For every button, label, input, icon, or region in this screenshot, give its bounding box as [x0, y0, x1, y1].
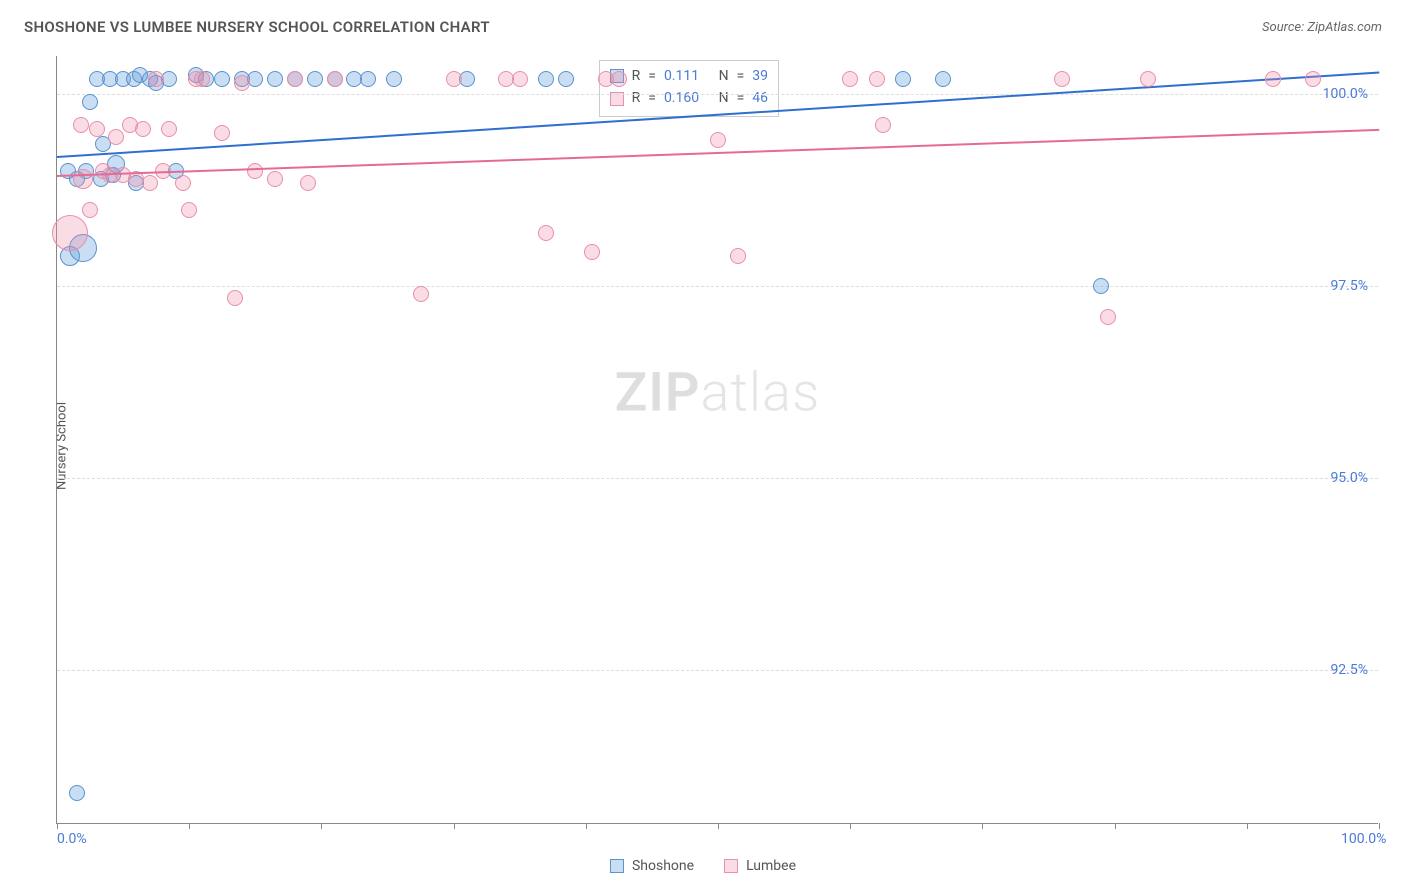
scatter-point — [307, 71, 323, 87]
x-tick — [982, 823, 983, 829]
n-label: N — [719, 87, 729, 109]
gridline — [57, 670, 1378, 671]
scatter-point — [1140, 71, 1156, 87]
legend-swatch-lumbee — [724, 859, 738, 873]
r-label: R — [632, 65, 641, 87]
n-value-lumbee: 46 — [752, 87, 768, 109]
scatter-point — [611, 71, 627, 87]
scatter-point — [386, 71, 402, 87]
scatter-point — [227, 290, 243, 306]
plot-area: ZIPatlas R = 0.111 N = 39 R = 0.160 N = — [56, 56, 1378, 824]
scatter-point — [875, 117, 891, 133]
scatter-point — [108, 129, 124, 145]
x-tick — [454, 823, 455, 829]
scatter-point — [89, 121, 105, 137]
scatter-point — [584, 244, 600, 260]
scatter-point — [247, 163, 263, 179]
scatter-point — [73, 169, 93, 189]
chart-container: SHOSHONE VS LUMBEE NURSERY SCHOOL CORREL… — [0, 0, 1406, 892]
correlation-stats-box: R = 0.111 N = 39 R = 0.160 N = 46 — [599, 60, 779, 117]
eq: = — [648, 65, 656, 87]
scatter-point — [1305, 71, 1321, 87]
watermark-bold: ZIP — [615, 362, 701, 425]
r-label: R — [632, 87, 641, 109]
scatter-point — [1100, 309, 1116, 325]
scatter-point — [82, 94, 98, 110]
scatter-point — [558, 71, 574, 87]
scatter-point — [214, 125, 230, 141]
y-tick-label: 100.0% — [1323, 86, 1368, 102]
eq: = — [737, 65, 745, 87]
x-tick — [1247, 823, 1248, 829]
source-attribution: Source: ZipAtlas.com — [1262, 20, 1382, 35]
scatter-point — [214, 71, 230, 87]
scatter-point — [446, 71, 462, 87]
gridline — [57, 478, 1378, 479]
scatter-point — [161, 121, 177, 137]
x-tick — [1115, 823, 1116, 829]
scatter-point — [181, 202, 197, 218]
legend: Shoshone Lumbee — [610, 858, 796, 874]
scatter-point — [935, 71, 951, 87]
scatter-point — [135, 121, 151, 137]
scatter-point — [512, 71, 528, 87]
r-value-shoshone: 0.111 — [664, 65, 699, 87]
legend-item-shoshone: Shoshone — [610, 858, 694, 874]
n-value-shoshone: 39 — [752, 65, 768, 87]
scatter-point — [895, 71, 911, 87]
stats-row-lumbee: R = 0.160 N = 46 — [610, 87, 768, 109]
x-tick — [189, 823, 190, 829]
legend-label-lumbee: Lumbee — [746, 858, 796, 874]
x-tick — [586, 823, 587, 829]
scatter-point — [82, 202, 98, 218]
scatter-point — [69, 785, 85, 801]
scatter-point — [300, 175, 316, 191]
scatter-point — [360, 71, 376, 87]
scatter-point — [142, 175, 158, 191]
scatter-point — [267, 71, 283, 87]
scatter-point — [730, 248, 746, 264]
scatter-point — [1093, 278, 1109, 294]
y-tick-label: 95.0% — [1330, 470, 1368, 486]
scatter-point — [73, 117, 89, 133]
n-label: N — [719, 65, 729, 87]
r-value-lumbee: 0.160 — [664, 87, 699, 109]
scatter-point — [842, 71, 858, 87]
eq: = — [648, 87, 656, 109]
x-tick-label: 100.0% — [1341, 831, 1386, 847]
legend-swatch-shoshone — [610, 859, 624, 873]
x-tick — [1379, 823, 1380, 829]
y-tick-label: 92.5% — [1330, 662, 1368, 678]
scatter-point — [52, 215, 88, 251]
scatter-point — [327, 71, 343, 87]
watermark: ZIPatlas — [615, 362, 821, 425]
scatter-point — [710, 132, 726, 148]
scatter-point — [234, 75, 250, 91]
x-tick — [321, 823, 322, 829]
x-tick-label: 0.0% — [57, 831, 87, 847]
scatter-point — [1054, 71, 1070, 87]
x-tick — [718, 823, 719, 829]
scatter-point — [287, 71, 303, 87]
scatter-point — [538, 71, 554, 87]
y-tick-label: 97.5% — [1330, 278, 1368, 294]
x-tick — [57, 823, 58, 829]
scatter-point — [1265, 71, 1281, 87]
scatter-point — [267, 171, 283, 187]
scatter-point — [538, 225, 554, 241]
scatter-point — [175, 175, 191, 191]
scatter-point — [869, 71, 885, 87]
legend-label-shoshone: Shoshone — [632, 858, 694, 874]
chart-title: SHOSHONE VS LUMBEE NURSERY SCHOOL CORREL… — [24, 18, 490, 36]
stats-row-shoshone: R = 0.111 N = 39 — [610, 65, 768, 87]
scatter-point — [413, 286, 429, 302]
legend-item-lumbee: Lumbee — [724, 858, 796, 874]
watermark-light: atlas — [701, 362, 821, 425]
eq: = — [737, 87, 745, 109]
gridline — [57, 286, 1378, 287]
gridline — [57, 94, 1378, 95]
scatter-point — [194, 71, 210, 87]
scatter-point — [148, 71, 164, 87]
x-tick — [850, 823, 851, 829]
